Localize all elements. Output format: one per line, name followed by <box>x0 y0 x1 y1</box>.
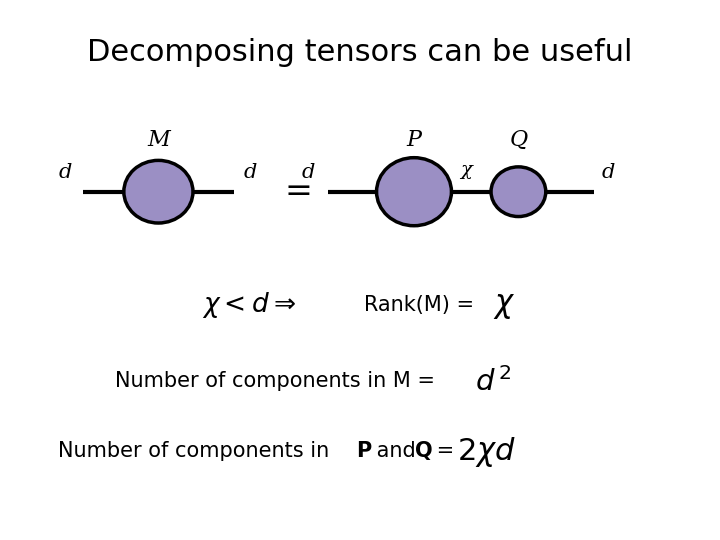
Text: $\chi$: $\chi$ <box>493 292 516 321</box>
Text: Rank(M) =: Rank(M) = <box>364 295 474 315</box>
Text: Q: Q <box>415 441 432 461</box>
Text: Decomposing tensors can be useful: Decomposing tensors can be useful <box>87 38 633 67</box>
Text: $d^{\,2}$: $d^{\,2}$ <box>475 367 512 397</box>
Text: Number of components in: Number of components in <box>58 441 336 461</box>
Text: P: P <box>356 441 371 461</box>
Text: =: = <box>285 175 312 208</box>
Text: Number of components in M =: Number of components in M = <box>115 370 435 391</box>
Text: $2\chi d$: $2\chi d$ <box>457 435 516 469</box>
Text: d: d <box>58 163 72 182</box>
Ellipse shape <box>124 160 193 223</box>
Text: Q: Q <box>509 129 528 151</box>
Text: =: = <box>430 441 454 461</box>
Text: and: and <box>370 441 423 461</box>
Text: d: d <box>243 163 257 182</box>
Text: P: P <box>407 129 421 151</box>
Text: M: M <box>147 129 170 151</box>
Text: d: d <box>602 163 616 182</box>
Ellipse shape <box>377 158 451 226</box>
Text: χ: χ <box>460 161 472 179</box>
Ellipse shape <box>491 167 546 217</box>
Text: d: d <box>302 163 315 182</box>
Text: $\chi < d \Rightarrow$: $\chi < d \Rightarrow$ <box>202 290 295 320</box>
